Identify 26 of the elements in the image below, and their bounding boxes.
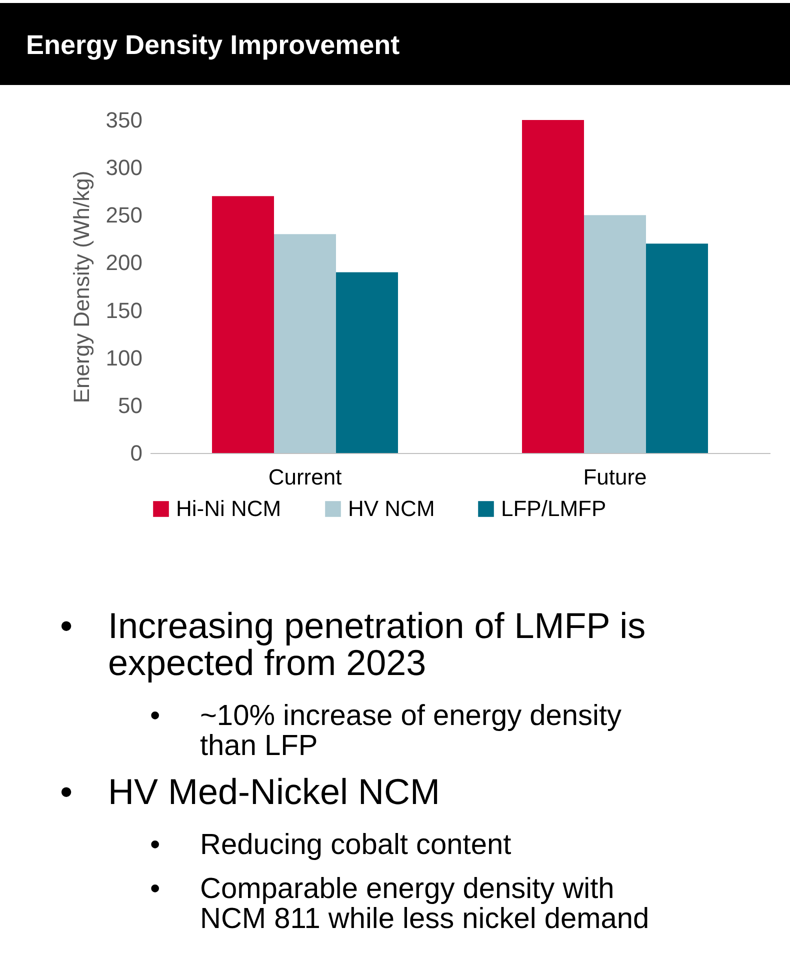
x-tick-label: Future xyxy=(583,464,647,490)
bar xyxy=(584,215,646,453)
y-tick-label: 350 xyxy=(106,108,142,132)
bar xyxy=(646,244,708,453)
bar xyxy=(212,196,274,453)
y-tick-label: 100 xyxy=(106,345,142,370)
text: • Comparable energy density with NCM 811 while less nickel demand xyxy=(150,873,650,935)
text: • HV Med-Nickel NCM xyxy=(60,771,440,812)
y-tick-label: 50 xyxy=(118,392,142,418)
legend-label: Hi-Ni NCM xyxy=(176,496,282,521)
y-tick-label: 300 xyxy=(106,155,142,180)
x-tick-label: Current xyxy=(268,464,342,490)
bar xyxy=(522,120,584,453)
y-tick-label: 0 xyxy=(130,440,142,466)
bar xyxy=(274,234,336,453)
y-axis-title: Energy Density (Wh/kg) xyxy=(68,170,94,404)
chart-title: Energy Density Improvement xyxy=(26,30,400,60)
legend-label: LFP/LMFP xyxy=(501,496,606,521)
y-tick-label: 200 xyxy=(106,250,142,276)
y-tick-label: 250 xyxy=(106,202,142,228)
text: • Increasing penetration of LMFP is expected from 2023 xyxy=(60,605,646,683)
text: • Reducing cobalt content xyxy=(150,829,512,861)
text: • ~10% increase of energy density than LFP xyxy=(150,700,622,762)
bar xyxy=(336,272,398,453)
legend-label: HV NCM xyxy=(348,496,435,521)
y-tick-label: 150 xyxy=(106,298,142,323)
